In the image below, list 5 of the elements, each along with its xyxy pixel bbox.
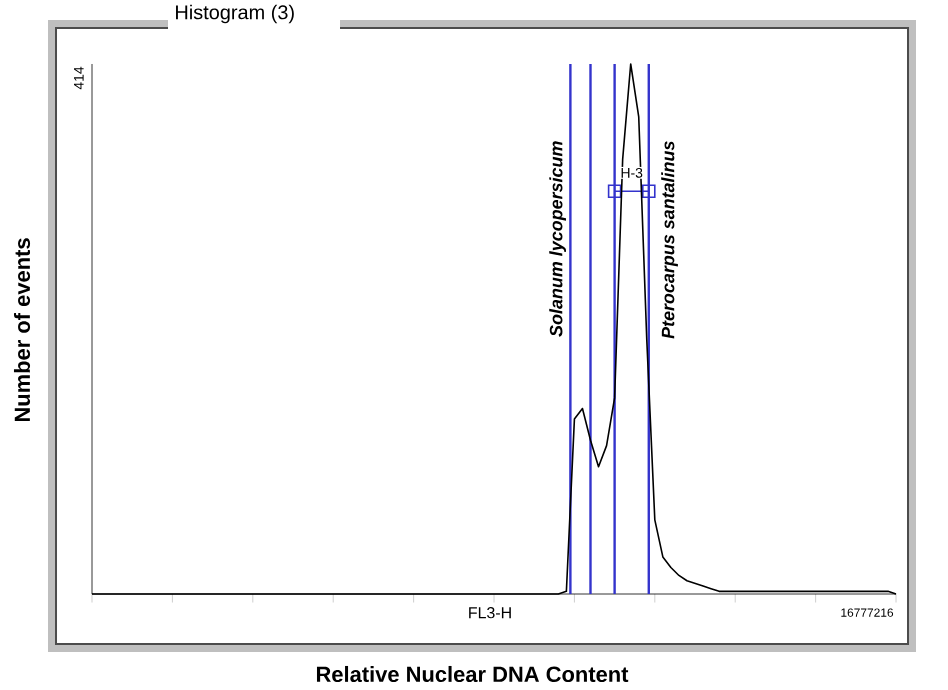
- annotation: Pterocarpus santalinus: [661, 141, 678, 339]
- chart-title: Histogram (3): [176, 4, 294, 24]
- y-axis-title: Number of events: [13, 238, 31, 422]
- annotation: Solanum lycopersicum: [549, 141, 566, 337]
- x-axis-title: Relative Nuclear DNA Content: [316, 665, 629, 683]
